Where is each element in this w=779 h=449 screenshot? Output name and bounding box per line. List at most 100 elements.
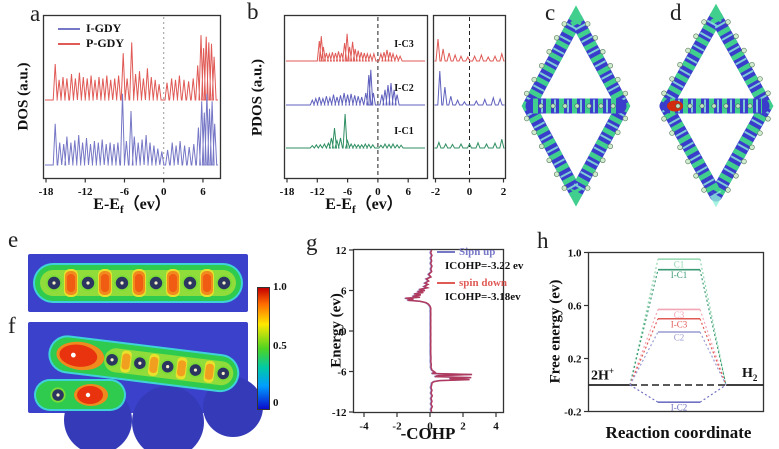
structure-frame-stripes [658, 3, 774, 209]
initial-state-sup: + [608, 366, 615, 376]
elf-f-main-chain [48, 335, 240, 393]
dos-x-title-unit: （ev） [123, 196, 171, 213]
spin-up-line-swatch [437, 251, 455, 253]
svg-text:-4: -4 [359, 421, 369, 433]
free-energy-y-axis-title: Free energy (ev) [547, 279, 564, 384]
final-state-text: H [742, 366, 753, 381]
pdos-zoom-curves [434, 38, 505, 149]
svg-text:C1: C1 [674, 260, 685, 270]
edge-atoms [661, 19, 771, 193]
svg-text:0.6: 0.6 [568, 301, 582, 313]
pdos-x-title-main: E-E [325, 196, 352, 213]
colorbar-tick-mid: 0.5 [273, 340, 287, 352]
elf-f-red-lobe [59, 344, 98, 367]
structure-frame-stripes [521, 5, 631, 207]
cohp-icohp-down: ICOHP=-3.18ev [445, 291, 521, 303]
structure-image-c [521, 5, 631, 207]
pdos-curve-i-c3 [286, 33, 425, 62]
svg-text:-18: -18 [39, 186, 54, 198]
colorbar-tick-max: 1.0 [273, 281, 287, 293]
elf-map-e [28, 254, 248, 312]
free-energy-plot: 1.0 0.6 0.2 -0.2 C1I-C1 C3I-C3 C2 I-C2 [564, 248, 765, 419]
icohp-up-value: ICOHP=-3.22 ev [445, 260, 524, 272]
adsorbate-site [667, 100, 683, 112]
free-energy-frame [587, 251, 765, 413]
panel-d-letter: d [670, 0, 682, 25]
dos-curves [45, 35, 218, 166]
colorbar-tick-min: 0 [273, 397, 279, 409]
elf-colorbar [257, 287, 270, 410]
panel-g-letter: g [306, 230, 318, 255]
igdy-legend-label: I-GDY [86, 21, 122, 35]
svg-text:C2: C2 [674, 333, 685, 343]
dos-x-title-sub: f [119, 204, 124, 217]
free-energy-x-axis-title: Reaction coordinate [605, 423, 752, 442]
pgdy-line-swatch [58, 42, 80, 45]
final-state-sub: 2 [752, 372, 758, 383]
svg-text:-2: -2 [431, 186, 441, 198]
cohp-x-axis-title: -COHP [400, 424, 456, 443]
cohp-plot: -12 -6 0 6 12 -4 -2 0 2 4 [332, 245, 505, 433]
pdos-x-title-unit: （ev） [355, 196, 403, 213]
elf-e-bonds [64, 269, 214, 297]
pgdy-legend-label: P-GDY [86, 36, 124, 50]
final-state-label: H2 [742, 366, 757, 383]
svg-text:2: 2 [460, 421, 466, 433]
edge-atoms [523, 21, 629, 191]
svg-text:2: 2 [501, 186, 507, 198]
svg-text:-6: -6 [120, 186, 130, 198]
cohp-legend-spin-up: Sipn up [437, 246, 495, 258]
pdos-wide-curves [286, 33, 425, 150]
svg-text:-12: -12 [310, 186, 325, 198]
panel-f-letter: f [8, 313, 16, 338]
dos-y-axis-title: DOS (a.u.) [15, 62, 32, 131]
svg-text:0: 0 [375, 186, 381, 198]
panel-h-letter: h [537, 228, 549, 253]
structure-image-d [658, 3, 774, 209]
dos-curve-pgdy [45, 35, 218, 101]
svg-text:0: 0 [161, 186, 167, 198]
elf-f-lower-piece [34, 379, 126, 411]
spin-up-label: Sipn up [459, 246, 496, 258]
svg-text:12: 12 [336, 245, 348, 257]
svg-text:I-C3: I-C3 [394, 39, 413, 50]
pdos-curve-i-c1 [286, 113, 425, 150]
svg-text:-0.2: -0.2 [564, 407, 582, 419]
panel-e-letter: e [8, 227, 19, 252]
svg-text:6: 6 [341, 286, 347, 298]
panel-b-letter: b [247, 0, 259, 24]
pdos-y-axis-title: PDOS (a.u.) [249, 58, 266, 137]
svg-text:0: 0 [467, 186, 473, 198]
dos-curve-igdy [45, 93, 218, 166]
pdos-x-axis-title: E-Ef（ev） [284, 190, 444, 216]
dos-plot: -18 -12 -6 0 6 [39, 14, 222, 198]
elf-map-f [28, 322, 263, 449]
svg-text:I-C1: I-C1 [394, 126, 413, 137]
svg-text:1.0: 1.0 [568, 248, 582, 260]
svg-text:4: 4 [493, 421, 499, 433]
pdos-x-title-sub: f [351, 204, 356, 217]
svg-text:I-C2: I-C2 [394, 83, 413, 94]
dos-x-title-main: E-E [93, 196, 120, 213]
legend-row-pgdy: P-GDY [58, 36, 124, 51]
elf-e-atoms [46, 275, 232, 291]
svg-text:0: 0 [341, 326, 347, 338]
svg-text:-12: -12 [78, 186, 93, 198]
cohp-curve-spin-up [404, 249, 472, 413]
svg-text:0.2: 0.2 [568, 354, 582, 366]
icohp-down-value: ICOHP=-3.18ev [445, 291, 521, 303]
svg-text:-6: -6 [337, 367, 347, 379]
svg-text:6: 6 [405, 186, 411, 198]
initial-state-label: 2H+ [591, 366, 614, 385]
cohp-icohp-up: ICOHP=-3.22 ev [445, 260, 523, 272]
dos-frame [42, 14, 222, 180]
cohp-legend-spin-down: spin down [437, 277, 507, 289]
svg-text:-6: -6 [343, 186, 353, 198]
panel-a-letter: a [30, 1, 41, 26]
igdy-line-swatch [58, 27, 80, 30]
svg-text:I-C2: I-C2 [671, 403, 688, 413]
svg-text:6: 6 [200, 186, 206, 198]
dos-legend: I-GDY P-GDY [58, 21, 124, 51]
panel-c-letter: c [545, 0, 556, 25]
